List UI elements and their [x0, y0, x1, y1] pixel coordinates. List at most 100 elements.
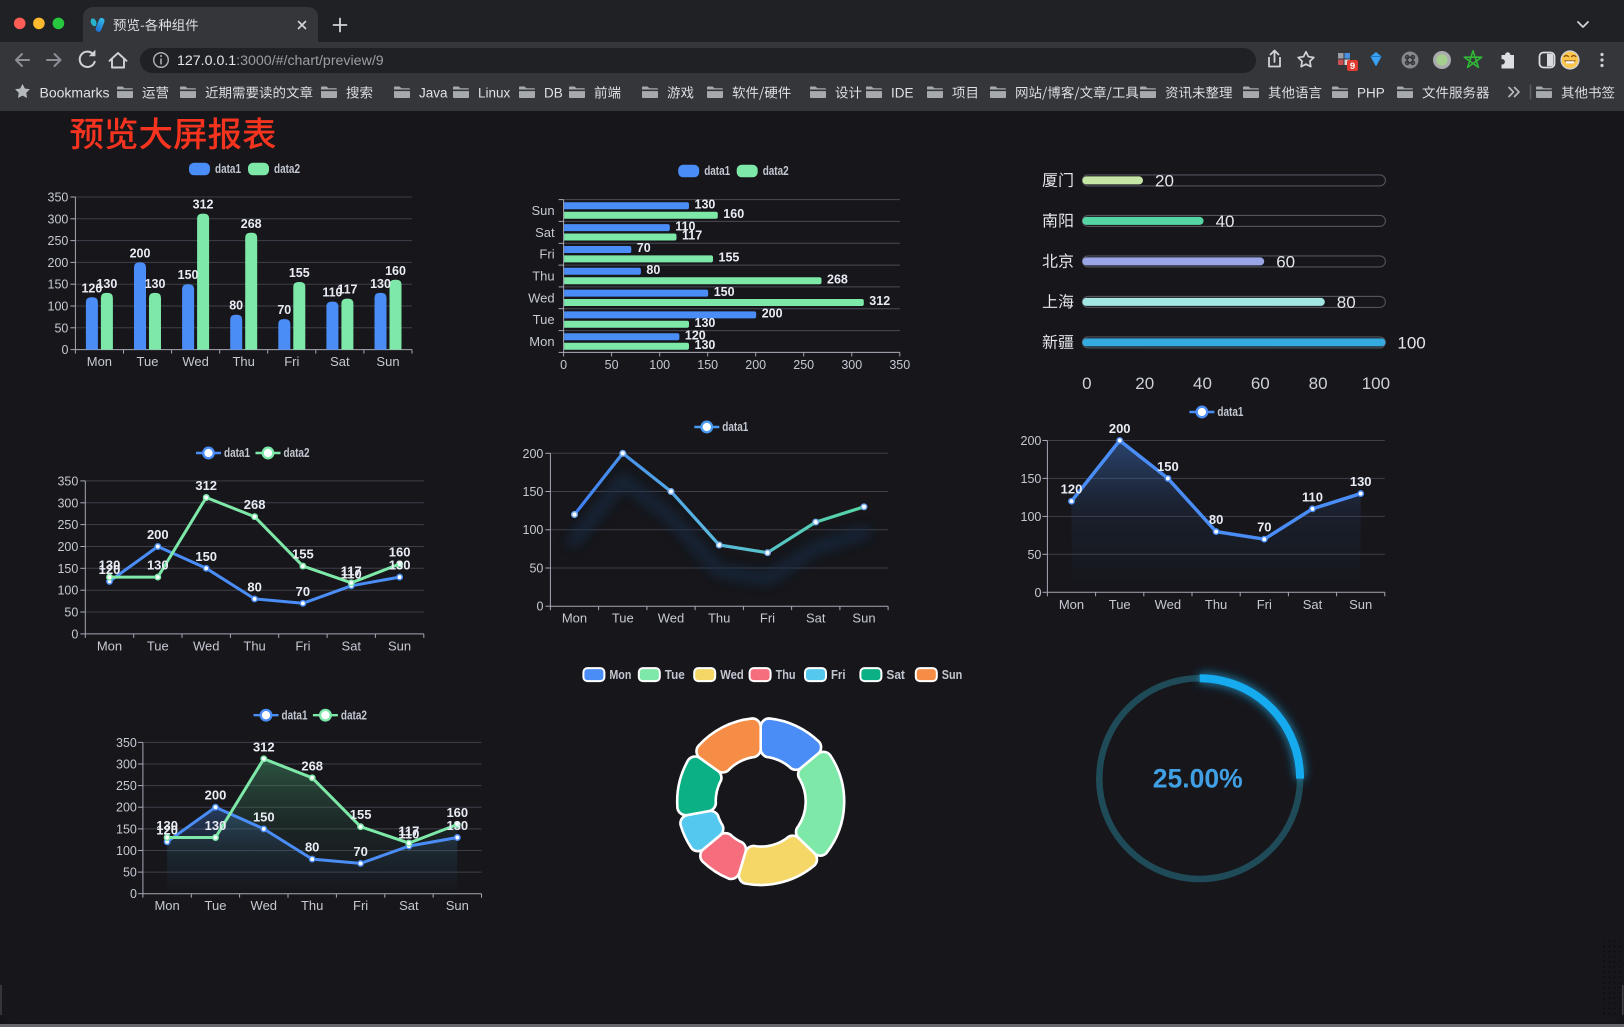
svg-text:Wed: Wed — [182, 354, 209, 369]
svg-text:120: 120 — [156, 822, 178, 837]
svg-text:250: 250 — [57, 518, 78, 532]
svg-text:127.0.0.1:3000/#/chart/preview: 127.0.0.1:3000/#/chart/preview/9 — [177, 53, 384, 69]
svg-text:Tue: Tue — [612, 611, 634, 626]
svg-text:312: 312 — [195, 478, 217, 493]
svg-text:50: 50 — [529, 562, 543, 576]
svg-text:130: 130 — [389, 558, 411, 573]
svg-text:350: 350 — [889, 358, 910, 372]
svg-text:150: 150 — [178, 268, 199, 282]
svg-text:data2: data2 — [284, 446, 310, 460]
svg-text:312: 312 — [869, 294, 890, 308]
svg-text:110: 110 — [322, 286, 342, 300]
svg-text:110: 110 — [398, 827, 419, 842]
svg-text:60: 60 — [1276, 252, 1295, 271]
svg-text:Fri: Fri — [284, 354, 299, 369]
svg-text:130: 130 — [99, 558, 121, 573]
svg-text:150: 150 — [48, 278, 69, 292]
svg-text:Fri: Fri — [1257, 597, 1272, 612]
svg-text:250: 250 — [48, 234, 69, 248]
svg-text:Tue: Tue — [665, 668, 685, 682]
svg-text:Sat: Sat — [535, 225, 555, 240]
svg-text:Tue: Tue — [147, 638, 169, 653]
svg-text:Linux: Linux — [478, 86, 511, 101]
svg-text:130: 130 — [370, 277, 391, 291]
svg-text:200: 200 — [48, 256, 69, 270]
svg-text:200: 200 — [1021, 434, 1042, 448]
svg-text:Wed: Wed — [720, 668, 744, 682]
svg-text:Mon: Mon — [97, 638, 122, 653]
svg-text:data2: data2 — [341, 708, 367, 722]
svg-text:80: 80 — [229, 299, 243, 313]
svg-text:Mon: Mon — [154, 898, 179, 913]
svg-text:200: 200 — [130, 246, 151, 260]
svg-text:130: 130 — [96, 277, 117, 291]
svg-text:data1: data1 — [215, 162, 241, 176]
svg-text:Fri: Fri — [295, 638, 310, 653]
svg-text:Sun: Sun — [446, 898, 469, 913]
svg-text:Sat: Sat — [886, 668, 905, 682]
svg-text:25.00%: 25.00% — [1153, 764, 1243, 794]
svg-text:Java: Java — [419, 86, 448, 101]
svg-text:Thu: Thu — [776, 668, 796, 682]
svg-text:117: 117 — [682, 229, 702, 243]
svg-text:Thu: Thu — [232, 354, 254, 369]
svg-text:300: 300 — [116, 758, 137, 772]
svg-text:155: 155 — [350, 807, 372, 822]
svg-text:350: 350 — [48, 191, 69, 205]
svg-text:Wed: Wed — [251, 898, 278, 913]
svg-text:Sat: Sat — [806, 611, 826, 626]
svg-text:data1: data1 — [1217, 405, 1243, 419]
svg-text:350: 350 — [116, 736, 137, 750]
svg-text:Fri: Fri — [539, 247, 554, 262]
svg-text:120: 120 — [81, 281, 102, 295]
svg-text:20: 20 — [1155, 171, 1174, 190]
svg-text:Fri: Fri — [831, 668, 846, 682]
svg-text:Mon: Mon — [609, 668, 631, 682]
svg-text:160: 160 — [446, 805, 468, 820]
svg-text:Mon: Mon — [87, 354, 112, 369]
svg-text:155: 155 — [289, 266, 310, 280]
svg-text:200: 200 — [1109, 421, 1131, 436]
svg-text:0: 0 — [536, 600, 543, 614]
svg-text:Fri: Fri — [760, 611, 775, 626]
svg-text:40: 40 — [1216, 212, 1235, 231]
svg-text:150: 150 — [116, 822, 137, 836]
svg-text:80: 80 — [1337, 293, 1356, 312]
svg-text:Tue: Tue — [205, 898, 227, 913]
svg-text:0: 0 — [130, 887, 137, 901]
svg-text:160: 160 — [723, 207, 744, 221]
svg-text:0: 0 — [560, 358, 567, 372]
svg-text:100: 100 — [116, 844, 137, 858]
svg-text:100: 100 — [57, 584, 78, 598]
svg-text:350: 350 — [57, 474, 78, 488]
svg-text:130: 130 — [695, 316, 716, 330]
svg-text:40: 40 — [1193, 374, 1212, 393]
svg-text:70: 70 — [353, 844, 367, 859]
svg-text:100: 100 — [48, 300, 69, 314]
svg-text:130: 130 — [147, 558, 169, 573]
svg-text:268: 268 — [241, 217, 262, 231]
svg-text:60: 60 — [1251, 374, 1270, 393]
svg-text:PHP: PHP — [1357, 86, 1385, 101]
svg-text:Mon: Mon — [529, 334, 554, 349]
svg-text:250: 250 — [116, 779, 137, 793]
svg-text:160: 160 — [389, 545, 411, 560]
svg-text:70: 70 — [277, 303, 291, 317]
svg-text:0: 0 — [71, 627, 78, 641]
svg-text:Wed: Wed — [528, 290, 555, 305]
svg-text:Sat: Sat — [1303, 597, 1323, 612]
svg-text:130: 130 — [156, 818, 178, 833]
svg-text:Wed: Wed — [658, 611, 685, 626]
svg-text:70: 70 — [1257, 520, 1271, 535]
svg-text:150: 150 — [523, 485, 544, 499]
svg-text:Sat: Sat — [330, 354, 350, 369]
svg-text:Bookmarks: Bookmarks — [40, 85, 110, 101]
svg-text:Wed: Wed — [193, 638, 220, 653]
svg-text:150: 150 — [253, 809, 275, 824]
svg-text:Sun: Sun — [852, 611, 875, 626]
svg-text:200: 200 — [745, 358, 766, 372]
svg-text:50: 50 — [1027, 548, 1041, 562]
svg-text:Thu: Thu — [301, 898, 323, 913]
svg-text:0: 0 — [1082, 374, 1091, 393]
svg-text:110: 110 — [341, 566, 362, 581]
